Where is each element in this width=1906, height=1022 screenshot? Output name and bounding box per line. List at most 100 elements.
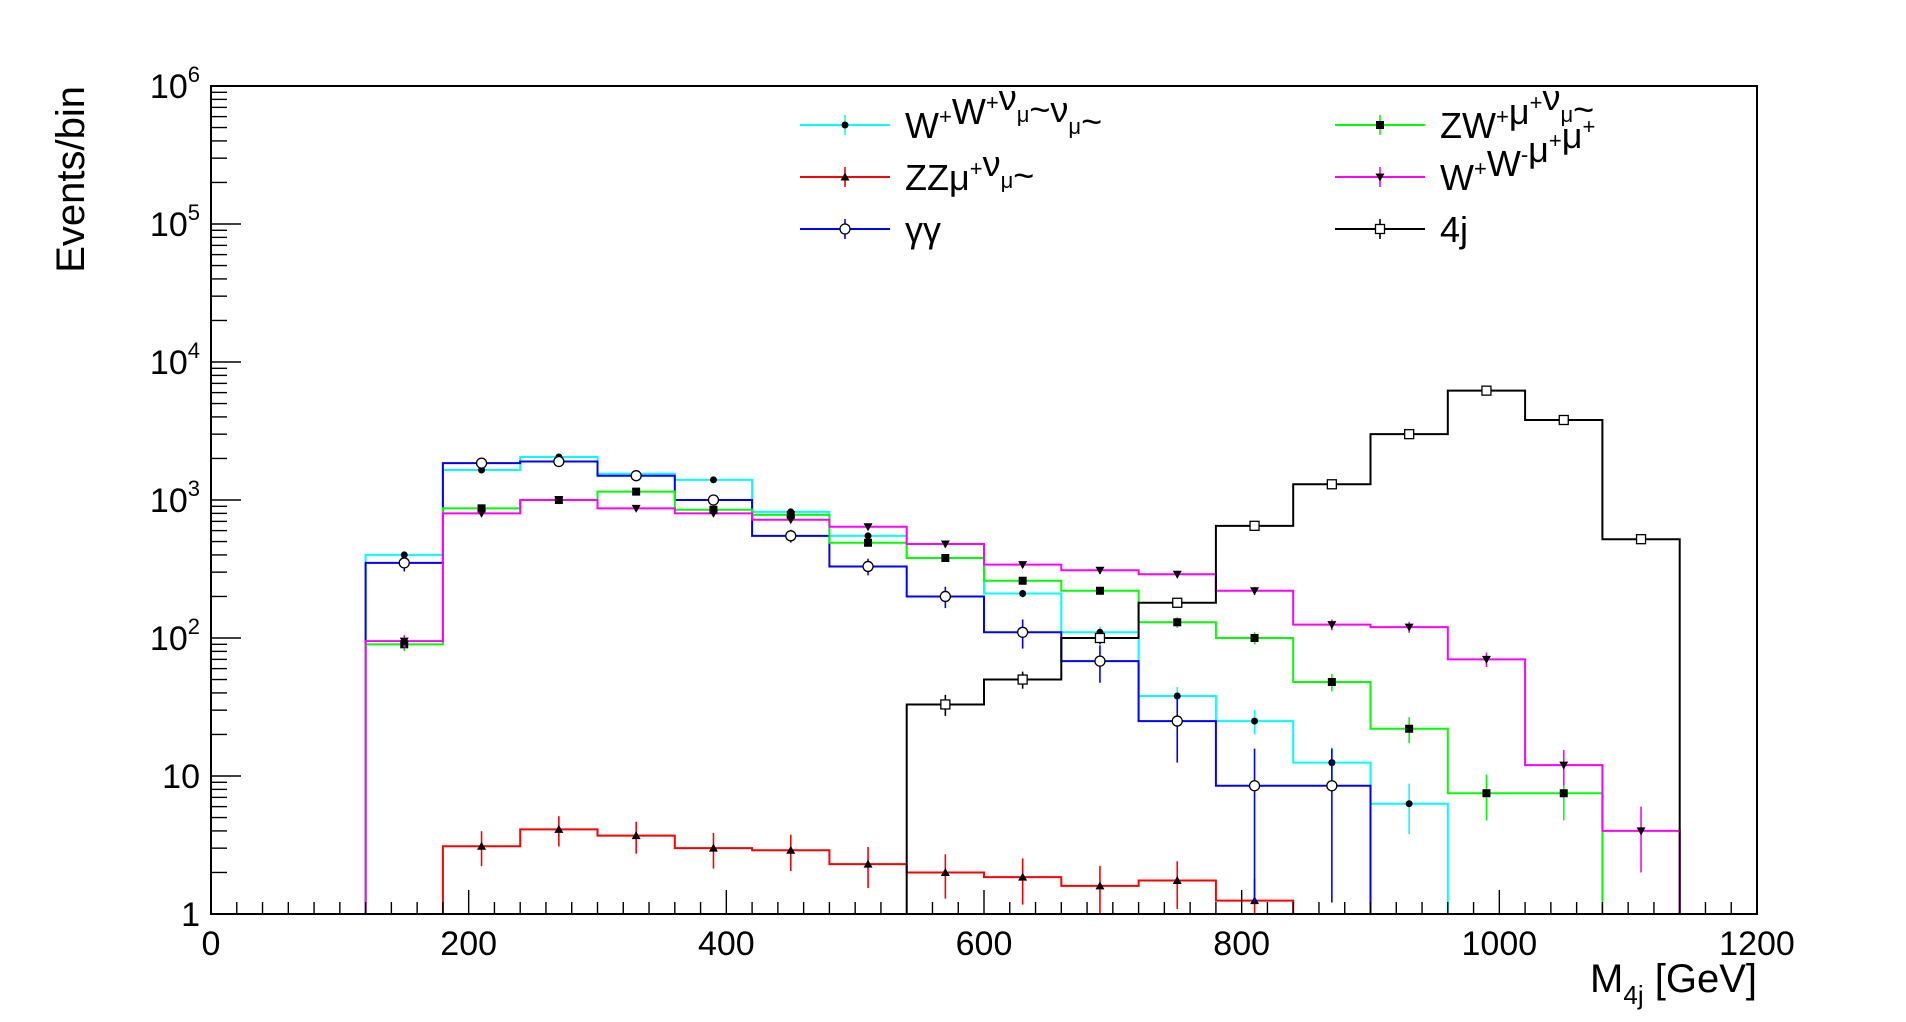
legend-marker (1376, 121, 1384, 129)
data-point (1481, 385, 1492, 396)
data-point (863, 523, 873, 532)
data-point (939, 590, 951, 603)
data-point (477, 504, 486, 513)
data-point (553, 455, 565, 468)
legend-label: W+W-μ+μ+ (1440, 114, 1595, 198)
data-point (1094, 632, 1106, 644)
data-point (1481, 655, 1491, 664)
legend-entry-3: ZW+μ+νμ~ (1335, 77, 1594, 146)
data-point (399, 637, 409, 646)
data-point (864, 538, 873, 547)
x-tick-label: 200 (440, 925, 497, 963)
data-point (941, 553, 950, 562)
data-point (785, 530, 797, 542)
data-point (631, 831, 641, 840)
series-points-2 (398, 455, 1338, 903)
x-tick-label: 800 (1213, 925, 1270, 963)
legend-label: W+W+νμ~νμ~ (905, 77, 1102, 146)
y-tick-label: 102 (150, 614, 200, 658)
data-point (1327, 677, 1336, 686)
y-tick-label: 104 (150, 338, 200, 382)
data-point (1404, 623, 1414, 632)
plot-area (211, 385, 1757, 914)
series-points-4 (399, 496, 1646, 873)
x-tick-label: 600 (956, 925, 1013, 963)
data-point (1018, 576, 1027, 585)
legend-entry-0: W+W+νμ~νμ~ (800, 77, 1102, 146)
legend-marker (840, 172, 850, 181)
data-point (475, 457, 488, 469)
data-point (630, 470, 642, 482)
data-point (554, 496, 564, 505)
data-point (1095, 566, 1105, 575)
data-point (708, 509, 718, 518)
series-line-5 (211, 389, 1757, 914)
data-point (1018, 561, 1028, 570)
series-points-1 (477, 816, 1260, 914)
data-point (477, 509, 487, 518)
data-point (1636, 827, 1646, 836)
y-axis-title: Events/bin (49, 86, 93, 273)
data-point (554, 824, 564, 833)
data-point (1095, 881, 1105, 890)
legend-marker (841, 121, 849, 129)
data-point (1095, 586, 1104, 595)
x-axis-title: M4j [GeV] (1590, 957, 1757, 1010)
legend-label: ZW+μ+νμ~ (1440, 77, 1594, 146)
series-line-4 (211, 499, 1757, 914)
data-point (1172, 597, 1183, 608)
data-point (1172, 875, 1182, 884)
data-point (1171, 715, 1183, 727)
data-point (1173, 618, 1182, 627)
series-points-5 (940, 385, 1647, 716)
data-point (1558, 414, 1569, 426)
y-tick-label: 103 (150, 476, 200, 520)
data-point (863, 859, 873, 868)
data-point (632, 487, 641, 496)
data-point (940, 867, 950, 876)
data-point (398, 557, 410, 569)
data-point (940, 699, 951, 710)
series-4 (211, 499, 1757, 914)
data-point (477, 841, 487, 850)
data-point (1173, 692, 1181, 700)
data-point (1172, 570, 1182, 579)
legend-marker (839, 223, 851, 235)
data-point (786, 510, 795, 519)
legend-marker (1375, 173, 1385, 182)
data-point (1251, 717, 1259, 725)
data-point (1405, 724, 1414, 733)
data-point (786, 845, 796, 854)
x-tick-label: 1000 (1462, 925, 1538, 963)
data-point (707, 494, 720, 506)
y-tick-label: 1 (181, 896, 200, 934)
y-tick-label: 10 (162, 758, 200, 796)
axes (210, 85, 1758, 915)
legend-entry-1: ZZμ+νμ~ (800, 143, 1034, 198)
data-point (709, 505, 718, 514)
data-point (1018, 872, 1028, 881)
legend-label: 4j (1440, 209, 1468, 250)
legend-label: ZZμ+νμ~ (905, 143, 1034, 198)
legend: W+W+νμ~νμ~ZZμ+νμ~ γγ ZW+μ+νμ~W+W-μ+μ+ 4j (800, 77, 1595, 250)
y-tick-label: 106 (150, 62, 200, 106)
data-point (786, 516, 796, 525)
data-point (1250, 587, 1260, 596)
x-tick-label: 1200 (1719, 925, 1795, 963)
data-point (1250, 634, 1259, 642)
data-point (1019, 590, 1027, 598)
data-point (862, 560, 874, 573)
y-tick-label: 105 (150, 200, 200, 244)
data-point (1559, 789, 1568, 798)
legend-entry-2: γγ (800, 209, 941, 250)
data-point (400, 551, 408, 559)
data-point (1404, 429, 1415, 440)
legend-entry-4: W+W-μ+μ+ (1335, 114, 1595, 198)
data-point (1326, 479, 1337, 490)
data-point (940, 540, 950, 549)
data-point (1327, 621, 1337, 630)
x-tick-label: 0 (202, 925, 221, 963)
data-point (1017, 626, 1029, 638)
